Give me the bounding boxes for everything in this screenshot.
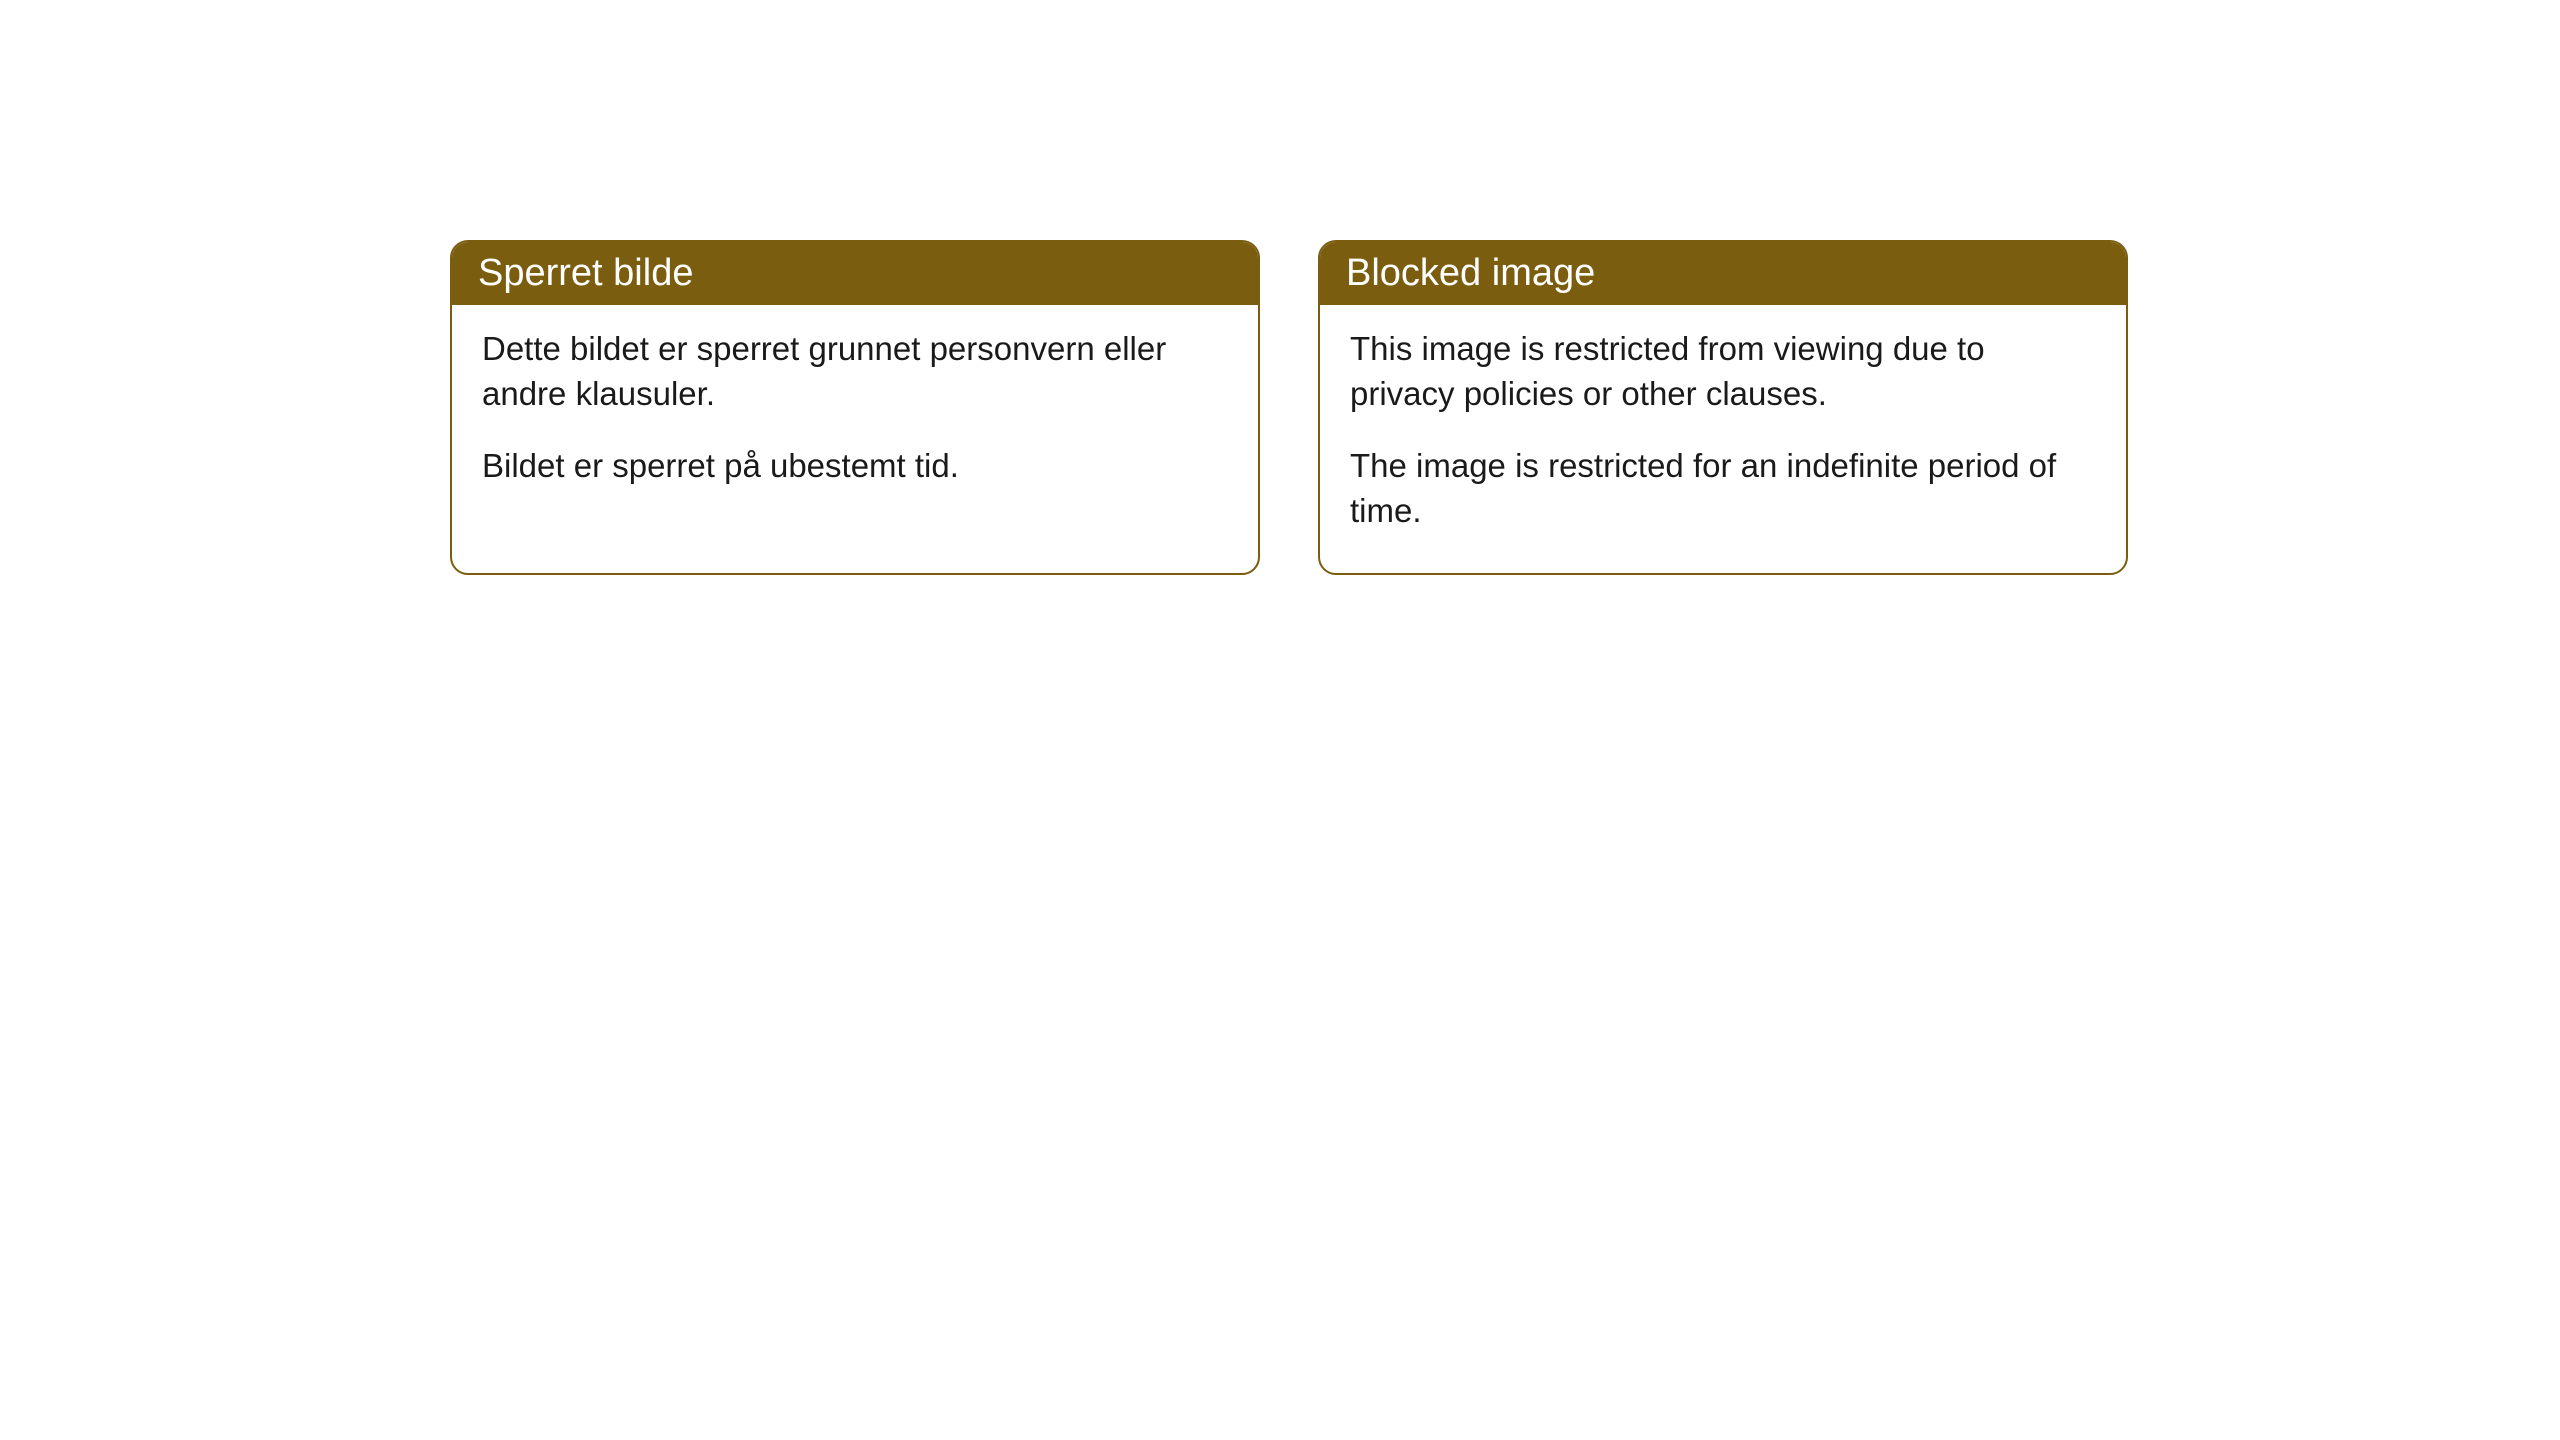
blocked-image-card-english: Blocked image This image is restricted f… bbox=[1318, 240, 2128, 575]
card-title: Sperret bilde bbox=[478, 252, 693, 294]
card-paragraph: Dette bildet er sperret grunnet personve… bbox=[482, 327, 1228, 416]
blocked-image-card-norwegian: Sperret bilde Dette bildet er sperret gr… bbox=[450, 240, 1260, 575]
card-paragraph: This image is restricted from viewing du… bbox=[1350, 327, 2096, 416]
card-paragraph: The image is restricted for an indefinit… bbox=[1350, 444, 2096, 533]
card-body-english: This image is restricted from viewing du… bbox=[1320, 305, 2126, 573]
card-title: Blocked image bbox=[1346, 252, 1595, 294]
card-header-english: Blocked image bbox=[1320, 242, 2126, 305]
card-paragraph: Bildet er sperret på ubestemt tid. bbox=[482, 444, 1228, 489]
card-body-norwegian: Dette bildet er sperret grunnet personve… bbox=[452, 305, 1258, 529]
notice-cards-container: Sperret bilde Dette bildet er sperret gr… bbox=[450, 240, 2128, 575]
card-header-norwegian: Sperret bilde bbox=[452, 242, 1258, 305]
